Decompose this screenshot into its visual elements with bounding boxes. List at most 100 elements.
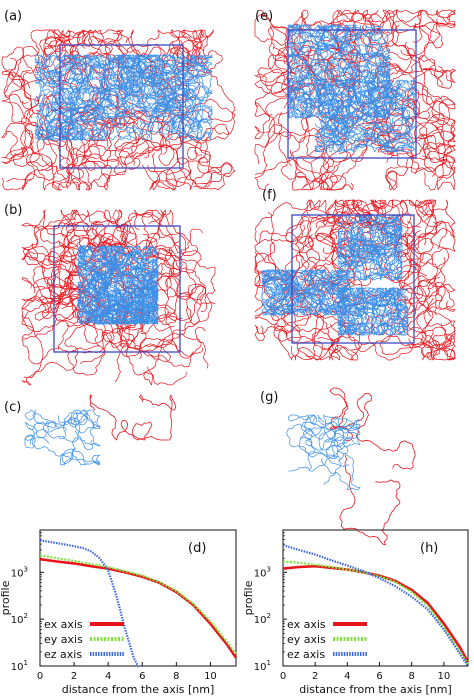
polymer-core [337, 228, 357, 281]
polymer-core [171, 105, 213, 141]
polymer-core [77, 254, 119, 287]
polymer-core [358, 214, 403, 253]
polymer-cores [34, 54, 213, 141]
polymer-tail [82, 133, 183, 162]
polymer-core [261, 295, 312, 316]
polymer-core [366, 287, 406, 322]
polymer-core [97, 249, 154, 293]
polymer-core [69, 409, 101, 434]
polymer-core [261, 269, 308, 298]
polymer-core [82, 71, 117, 109]
polymer-core [355, 287, 405, 312]
polymer-tail [22, 29, 74, 102]
polymer-core [287, 58, 309, 119]
polymer-core [314, 119, 343, 153]
polymer-tail [386, 82, 451, 140]
polymer-core [337, 230, 397, 272]
polymer-core [143, 54, 171, 106]
polymer-core [77, 262, 107, 299]
series-line-ex-axis [39, 557, 238, 659]
panel-label-g: (g) [260, 390, 278, 405]
polymer-core [34, 88, 118, 107]
polymer-core [328, 58, 357, 87]
polymer-core [106, 68, 153, 141]
plot-frame [282, 529, 469, 667]
legend-label: ez axis [287, 648, 325, 661]
polymer-core [62, 448, 101, 466]
polymer-cores [286, 414, 361, 491]
polymer-tail [21, 271, 90, 340]
polymer-core [37, 54, 82, 89]
polymer-core [34, 91, 69, 141]
polymer-core [125, 263, 145, 325]
polymer-tail [412, 9, 456, 43]
polymer-core [34, 71, 65, 117]
polymer-core [94, 260, 119, 288]
polymer-core [384, 83, 413, 153]
polymer-tails [21, 209, 216, 386]
polymer-tail [1, 122, 42, 165]
polymer-core [64, 107, 137, 141]
polymer-core [312, 271, 351, 304]
polymer-tail [362, 9, 416, 61]
polymer-core [329, 43, 391, 87]
polymer-tail [3, 29, 68, 104]
series-line-ez-axis [39, 539, 140, 669]
polymer-core [324, 67, 365, 106]
polymer-core [337, 244, 376, 268]
polymer-core [178, 62, 213, 84]
polymer-core [337, 214, 375, 260]
polymer-tail [116, 310, 194, 368]
polymer-core [68, 414, 101, 447]
polymer-tail [419, 113, 456, 163]
polymer-tail [408, 334, 455, 361]
polymer-tail [326, 9, 383, 89]
polymer-tail [114, 54, 146, 166]
polymer-core [91, 274, 105, 325]
polymer-core [362, 88, 410, 120]
polymer-core [189, 104, 213, 130]
y-axis-label: profile [242, 580, 255, 615]
polymer-core [82, 54, 164, 89]
x-tick-label: 8 [409, 671, 415, 682]
polymer-core [356, 287, 388, 311]
panel-label-f: (f) [262, 188, 277, 203]
polymer-tail [416, 282, 446, 361]
polymer-core [380, 79, 406, 99]
polymer-tail [339, 454, 401, 546]
polymer-core [287, 54, 311, 102]
panel-label-a: (a) [4, 9, 22, 24]
polymer-core [141, 75, 197, 133]
polymer-tail [396, 9, 444, 49]
polymer-tail [358, 220, 448, 260]
polymer-tail [285, 199, 336, 270]
polymer-core [158, 54, 186, 109]
polymer-core [346, 80, 403, 123]
polymer-core [317, 414, 356, 451]
polymer-core [121, 54, 205, 87]
polymer-tail [21, 295, 78, 365]
polymer-core [286, 282, 327, 316]
polymer-tail [165, 156, 236, 191]
polymer-core [174, 54, 213, 92]
polymer-core [133, 264, 159, 304]
polymer-core [261, 286, 302, 309]
polymer-core [329, 97, 383, 125]
polymer-tail [22, 146, 81, 191]
polymer-tail [96, 140, 175, 166]
legend-label: ex axis [44, 618, 83, 631]
polymer-tail [104, 326, 206, 359]
polymer-tail [328, 9, 422, 52]
polymer-tail [40, 209, 101, 257]
polymer-core [88, 279, 147, 323]
polymer-tail [101, 331, 209, 369]
polymer-cores [24, 409, 101, 466]
polymer-tail [379, 317, 456, 361]
polymer-core [99, 245, 117, 300]
polymer-core [83, 249, 136, 293]
polymer-core [186, 54, 213, 75]
polymer-tail [404, 199, 456, 251]
simulation-box [287, 29, 417, 159]
polymer-tail [387, 130, 456, 173]
polymer-tail [421, 126, 456, 191]
